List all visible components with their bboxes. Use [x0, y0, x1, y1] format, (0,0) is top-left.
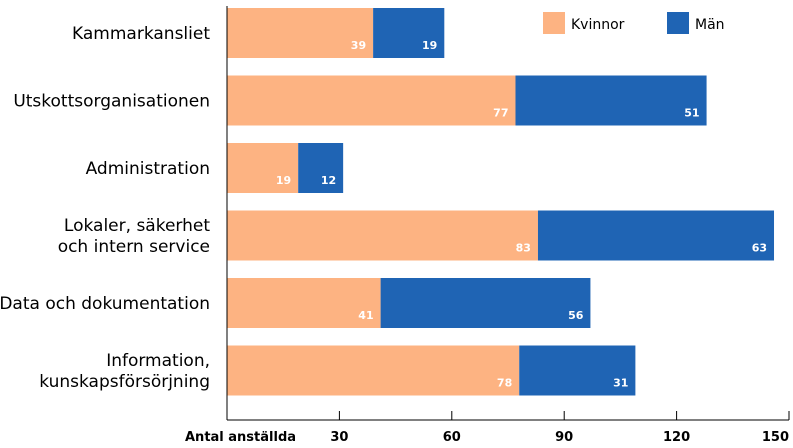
bar-man-4: [380, 278, 591, 328]
bar-man-5: [519, 345, 636, 396]
data-label: 41: [358, 309, 373, 322]
bar-man-1: [515, 75, 707, 126]
x-axis: 30 60 90 120 150 Antal anställda: [185, 6, 790, 445]
bar-kvinnor-2: [227, 143, 299, 193]
x-axis-title: Antal anställda: [185, 430, 296, 445]
data-label: 63: [752, 242, 767, 255]
bar-kvinnor-3: [227, 210, 538, 261]
bar-kvinnor-4: [227, 278, 381, 328]
legend-swatch: [543, 12, 565, 34]
bars-group: 39 19 77 51 19 12 83 63 41 56 78 31: [227, 8, 775, 396]
data-label: 39: [351, 39, 366, 52]
x-tick-label: 120: [663, 430, 690, 445]
category-label: Data och dokumentation: [0, 294, 210, 314]
bar-kvinnor-1: [227, 75, 516, 126]
data-label: 19: [276, 174, 291, 187]
category-label: Kammarkansliet: [72, 24, 210, 44]
category-label: kunskapsförsörjning: [39, 372, 210, 392]
legend: Kvinnor Män: [543, 12, 725, 34]
data-label: 12: [321, 174, 336, 187]
category-label: och intern service: [58, 237, 210, 257]
category-label: Lokaler, säkerhet: [64, 216, 210, 236]
bar-kvinnor-0: [227, 8, 374, 58]
category-label: Administration: [86, 159, 210, 179]
bar-man-3: [537, 210, 775, 261]
bar-man-0: [373, 8, 445, 58]
data-label: 51: [684, 107, 699, 120]
legend-swatch: [667, 12, 689, 34]
bar-kvinnor-5: [227, 345, 520, 396]
x-tick-label: 60: [443, 430, 461, 445]
x-tick-label: 150: [762, 430, 789, 445]
data-label: 78: [497, 377, 512, 390]
legend-label: Män: [695, 17, 725, 33]
data-label: 77: [493, 107, 508, 120]
x-tick-label: 30: [330, 430, 348, 445]
bar-man-2: [298, 143, 344, 193]
category-label: Information,: [106, 351, 210, 371]
data-label: 19: [422, 39, 437, 52]
data-label: 83: [516, 242, 531, 255]
legend-label: Kvinnor: [571, 17, 625, 33]
data-label: 56: [568, 309, 584, 322]
x-tick-label: 90: [555, 430, 573, 445]
category-label: Utskottsorganisationen: [13, 92, 210, 112]
data-label: 31: [613, 377, 628, 390]
category-labels: Kammarkansliet Utskottsorganisationen Admi…: [0, 24, 210, 392]
